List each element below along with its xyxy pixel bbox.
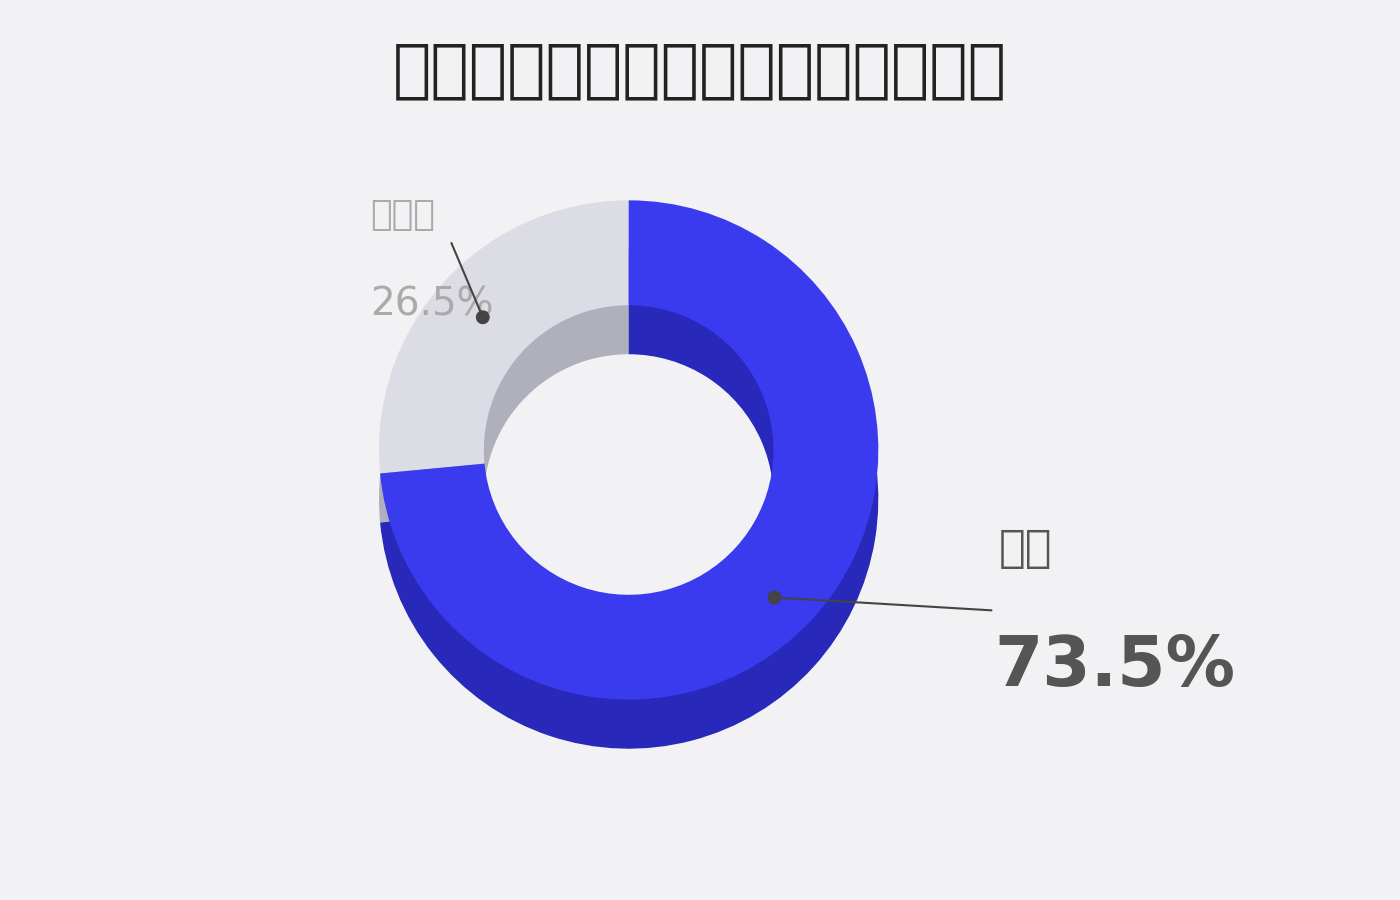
Text: 26.5%: 26.5% [370, 285, 494, 323]
Text: 73.5%: 73.5% [994, 633, 1235, 700]
Wedge shape [381, 201, 878, 699]
Circle shape [769, 591, 781, 604]
Text: はい: はい [998, 527, 1053, 571]
Wedge shape [379, 201, 629, 473]
Text: 入学前に独学を検討されましたか？: 入学前に独学を検討されましたか？ [393, 40, 1007, 102]
Wedge shape [381, 249, 878, 749]
Circle shape [476, 311, 489, 323]
Text: いいえ: いいえ [370, 197, 435, 231]
Wedge shape [379, 249, 629, 523]
